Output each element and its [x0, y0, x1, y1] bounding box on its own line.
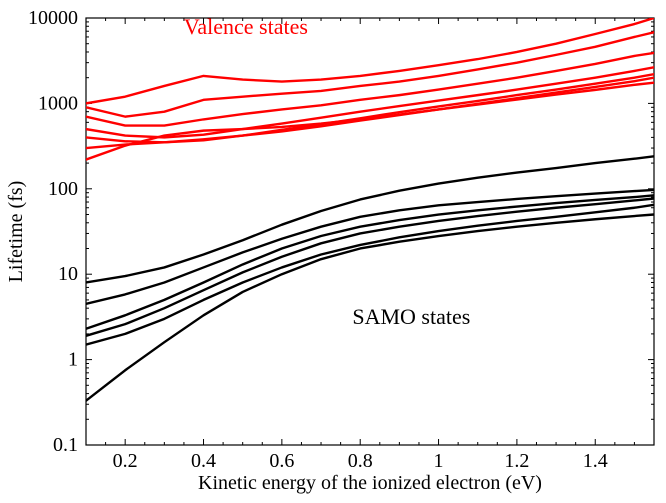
annotation: SAMO states — [352, 304, 470, 329]
svg-text:0.6: 0.6 — [269, 450, 294, 472]
svg-text:0.2: 0.2 — [113, 450, 138, 472]
svg-text:1.2: 1.2 — [504, 450, 529, 472]
svg-text:100: 100 — [48, 178, 78, 200]
svg-text:0.8: 0.8 — [348, 450, 373, 472]
svg-text:1000: 1000 — [38, 92, 78, 114]
lifetime-chart: 0.2 0.4 0.6 0.8 1 1.2 1.4 0.1 1 10 100 1000 10000 Val… — [0, 0, 666, 503]
svg-text:1.4: 1.4 — [583, 450, 608, 472]
chart-svg: 0.2 0.4 0.6 0.8 1 1.2 1.4 0.1 1 10 100 1000 10000 Val… — [0, 0, 666, 503]
svg-text:1: 1 — [68, 349, 78, 371]
svg-text:0.1: 0.1 — [53, 434, 78, 456]
svg-text:1: 1 — [434, 450, 444, 472]
y-axis-label: Lifetime (fs) — [5, 181, 27, 283]
svg-text:10: 10 — [58, 263, 78, 285]
svg-text:0.4: 0.4 — [191, 450, 216, 472]
x-axis-label: Kinetic energy of the ionized electron (… — [198, 472, 542, 494]
svg-text:10000: 10000 — [28, 7, 78, 29]
annotation: Valence states — [184, 14, 308, 39]
